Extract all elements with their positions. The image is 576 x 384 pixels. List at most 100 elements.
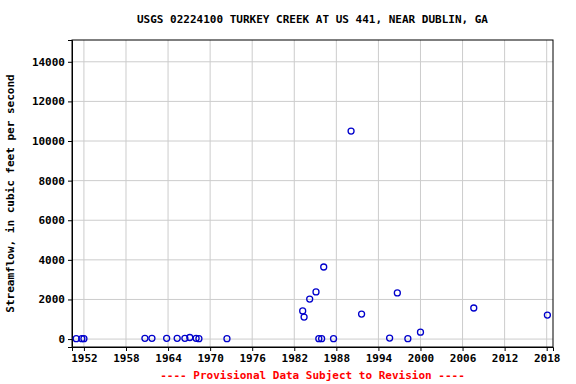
point: [359, 311, 365, 317]
y-tick: 0: [58, 333, 72, 346]
y-tick: 8000: [39, 175, 73, 188]
x-axis-line: [73, 348, 554, 352]
point: [417, 329, 423, 335]
point: [224, 336, 230, 342]
x-tick: 2000: [408, 347, 435, 365]
point: [394, 290, 400, 296]
grid-line-x: [336, 40, 337, 347]
x-tick-mark: [547, 347, 548, 351]
x-tick-mark: [505, 347, 506, 351]
y-tick-mark: [68, 141, 72, 142]
x-tick: 1982: [282, 347, 309, 365]
x-tick-mark: [420, 347, 421, 351]
x-tick: 1988: [324, 347, 351, 365]
point: [313, 289, 319, 295]
grid-line-x: [168, 40, 169, 347]
point: [149, 335, 155, 341]
y-tick: 12000: [32, 95, 72, 108]
x-tick: 2006: [450, 347, 477, 365]
y-tick-label: 8000: [39, 175, 66, 188]
y-tick-label: 12000: [32, 95, 65, 108]
title: USGS 02224100 TURKEY CREEK AT US 441, NE…: [137, 13, 488, 26]
x-tick-mark: [336, 347, 337, 351]
x-tick-label: 1988: [324, 352, 351, 365]
x-tick-label: 1958: [113, 352, 140, 365]
grid-line-x: [504, 40, 505, 347]
y-tick: 4000: [39, 254, 73, 267]
grid-line-x: [420, 40, 421, 347]
x-tick-label: 1982: [282, 352, 309, 365]
grid-line-y: [72, 141, 553, 142]
x-tick-mark: [168, 347, 169, 351]
point: [471, 305, 477, 311]
y-tick-mark: [68, 181, 72, 182]
x-axis: 1952 1958 1964 1970 1976 1982 1988 1994 2000 2006…: [71, 347, 560, 365]
y-tick-mark: [68, 220, 72, 221]
point: [174, 335, 180, 341]
x-tick-label: 2018: [534, 352, 561, 365]
x-tick-label: 2000: [408, 352, 435, 365]
x-tick-mark: [252, 347, 253, 351]
y-tick-label: 10000: [32, 135, 65, 148]
grid-line-x: [83, 40, 84, 347]
grid-line-x: [462, 40, 463, 347]
point: [348, 128, 354, 134]
y-tick-label: 0: [58, 333, 65, 346]
y-tick: 2000: [39, 293, 73, 306]
grid-line-y: [72, 259, 553, 260]
grid-line-y: [72, 101, 553, 102]
y-tick-label: 4000: [39, 254, 66, 267]
plot-frame: [72, 40, 553, 347]
x-tick-label: 1964: [155, 352, 182, 365]
grid-line-x: [378, 40, 379, 347]
y-tick: 10000: [32, 135, 72, 148]
x-tick: 1994: [366, 347, 393, 365]
x-tick-mark: [463, 347, 464, 351]
grid-line-y: [72, 339, 553, 340]
point: [196, 336, 202, 342]
x-tick-label: 2012: [492, 352, 518, 365]
x-tick-mark: [126, 347, 127, 351]
x-tick: 1952: [71, 347, 98, 365]
point: [300, 308, 306, 314]
x-tick-label: 2006: [450, 352, 477, 365]
point: [307, 296, 313, 302]
x-tick: 1970: [197, 347, 224, 365]
point: [164, 335, 170, 341]
y-tick-label: 14000: [32, 56, 65, 69]
y-tick-mark: [68, 101, 72, 102]
grid: [72, 40, 553, 347]
y-tick-label: 6000: [39, 214, 66, 227]
x-tick: 2012: [492, 347, 518, 365]
grid-line-x: [294, 40, 295, 347]
point: [387, 335, 393, 341]
y-tick-mark: [68, 339, 72, 340]
grid-line-y: [72, 180, 553, 181]
x-tick-label: 1952: [71, 352, 98, 365]
grid-line-y: [72, 220, 553, 221]
point: [81, 336, 87, 342]
grid-line-x: [210, 40, 211, 347]
y-tick-mark: [68, 62, 72, 63]
y-axis-title: Streamflow, in cubic feet per second: [4, 74, 17, 312]
grid-line-x: [546, 40, 547, 347]
x-tick-label: 1976: [239, 352, 266, 365]
y-tick: 6000: [39, 214, 73, 227]
x-tick: 1958: [113, 347, 140, 365]
point: [187, 334, 193, 340]
y-axis: 0 2000 4000 6000 8000 10000 12000 14000: [32, 41, 73, 348]
x-tick-label: 1994: [366, 352, 393, 365]
x-tick: 1976: [239, 347, 266, 365]
x-tick-mark: [84, 347, 85, 351]
x-tick: 2018: [534, 347, 561, 365]
y-tick-label: 2000: [39, 293, 66, 306]
point: [331, 336, 337, 342]
y-tick: 14000: [32, 56, 72, 69]
x-tick-mark: [210, 347, 211, 351]
point: [319, 336, 325, 342]
x-tick-mark: [294, 347, 295, 351]
chart: 1952 1958 1964 1970 1976 1982 1988 1994 2000 2006…: [0, 0, 576, 384]
grid-line-x: [125, 40, 126, 347]
point: [142, 335, 148, 341]
grid-line-y: [72, 61, 553, 62]
